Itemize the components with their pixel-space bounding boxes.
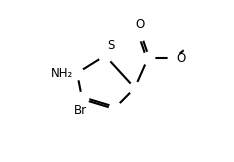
Text: NH₂: NH₂: [51, 67, 73, 80]
Text: O: O: [135, 18, 144, 31]
Text: Br: Br: [74, 104, 87, 117]
Text: S: S: [108, 40, 115, 52]
Text: O: O: [176, 52, 185, 65]
